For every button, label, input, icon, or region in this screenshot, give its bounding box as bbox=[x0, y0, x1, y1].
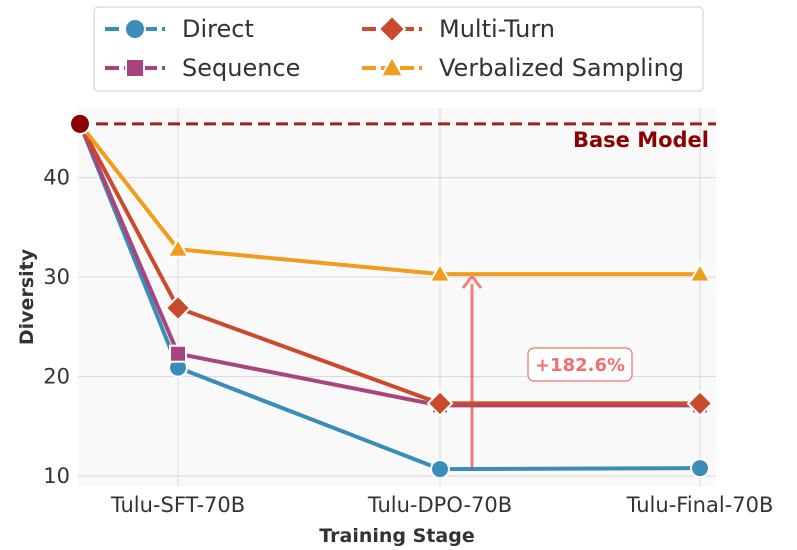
marker-triangle bbox=[688, 262, 712, 283]
legend-item-sequence: Sequence bbox=[105, 54, 300, 82]
plot-background bbox=[78, 108, 716, 486]
legend-frame bbox=[93, 6, 704, 92]
marker-square bbox=[125, 58, 145, 78]
marker-circle bbox=[430, 459, 450, 480]
x-axis-label: Training Stage bbox=[319, 525, 474, 547]
marker-diamond bbox=[164, 294, 192, 322]
y-tick-label: 30 bbox=[43, 265, 70, 289]
series-line bbox=[78, 122, 700, 406]
base-model-point bbox=[69, 112, 91, 135]
marker-circle bbox=[124, 18, 146, 40]
marker-circle bbox=[690, 458, 710, 479]
baseline-group: Base Model bbox=[78, 122, 716, 152]
x-tick-label: Tulu-SFT-70B bbox=[110, 493, 245, 517]
legend-label: Verbalized Sampling bbox=[439, 54, 684, 82]
marker-triangle bbox=[428, 262, 452, 283]
marker-diamond bbox=[426, 390, 454, 417]
annotation-box bbox=[527, 347, 633, 382]
legend-label: Multi-Turn bbox=[439, 15, 555, 43]
x-tick-label: Tulu-DPO-70B bbox=[367, 493, 512, 517]
marker-diamond bbox=[377, 14, 407, 44]
grid-lines bbox=[78, 108, 716, 486]
legend-item-verbalized-sampling: Verbalized Sampling bbox=[362, 54, 684, 82]
x-tick-labels: Tulu-SFT-70B Tulu-DPO-70B Tulu-Final-70B bbox=[110, 493, 774, 517]
series-multi-turn bbox=[78, 122, 714, 417]
legend: Direct Sequence Multi-Turn Verbalized Sampl… bbox=[93, 6, 704, 92]
series-direct bbox=[78, 123, 710, 480]
legend-label: Direct bbox=[182, 15, 254, 43]
y-tick-label: 10 bbox=[43, 464, 70, 488]
series-line bbox=[78, 123, 701, 472]
marker-diamond bbox=[686, 390, 714, 417]
legend-item-multi-turn: Multi-Turn bbox=[362, 14, 555, 44]
y-axis-label: Diversity bbox=[16, 248, 38, 345]
improvement-annotation: +182.6% bbox=[461, 273, 633, 470]
y-tick-labels: 10 20 30 40 bbox=[43, 166, 70, 488]
marker-triangle bbox=[379, 54, 405, 78]
legend-label: Sequence bbox=[182, 54, 300, 82]
annotation-label: +182.6% bbox=[535, 355, 625, 376]
marker-square bbox=[169, 344, 187, 363]
baseline-label: Base Model bbox=[573, 128, 709, 152]
legend-item-direct: Direct bbox=[105, 15, 254, 43]
marker-triangle bbox=[166, 237, 190, 258]
series-line bbox=[78, 122, 700, 277]
y-tick-label: 40 bbox=[43, 166, 70, 190]
series-lines bbox=[69, 112, 714, 480]
x-tick-label: Tulu-Final-70B bbox=[626, 493, 774, 517]
y-tick-label: 20 bbox=[43, 365, 70, 389]
series-verbalized-sampling bbox=[78, 122, 712, 283]
